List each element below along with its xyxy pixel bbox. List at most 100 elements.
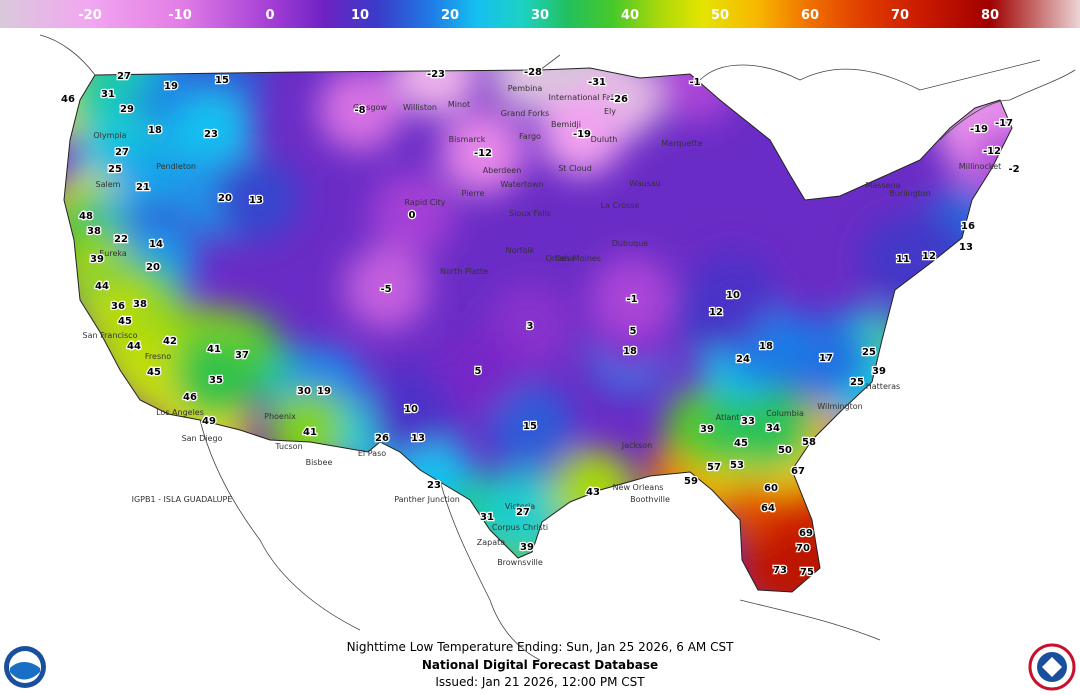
temp-label: 37 [235, 350, 249, 361]
temp-label: 18 [759, 341, 773, 352]
temp-label: -19 [573, 129, 591, 140]
temp-label: 50 [778, 445, 792, 456]
temp-label: 5 [475, 366, 482, 377]
city-label: Bismarck [449, 135, 486, 144]
temp-label: 39 [700, 424, 714, 435]
temp-label: 29 [120, 104, 134, 115]
city-label: Phoenix [264, 412, 296, 421]
temp-label: 27 [117, 71, 131, 82]
temp-label: 39 [872, 366, 886, 377]
city-label: Salem [96, 180, 121, 189]
temp-label: 42 [163, 336, 177, 347]
temp-label: 53 [730, 460, 744, 471]
temp-label: -2 [1008, 164, 1019, 175]
city-label: Wausau [629, 179, 661, 188]
city-label: Minot [448, 100, 470, 109]
temp-label: 5 [630, 326, 637, 337]
colorbar [0, 0, 1080, 28]
temp-label: -1 [689, 77, 700, 88]
city-label: Corpus Christi [492, 523, 548, 532]
temp-label: 13 [249, 195, 263, 206]
city-label: Rapid City [405, 198, 446, 207]
temp-label: 12 [709, 307, 723, 318]
city-label: Eureka [99, 249, 127, 258]
temp-label: 67 [791, 466, 805, 477]
temp-label: 38 [133, 299, 147, 310]
temp-label: 20 [218, 193, 232, 204]
temp-label: 27 [115, 147, 129, 158]
city-label: Panther Junction [394, 495, 460, 504]
temp-label: 59 [684, 476, 698, 487]
temp-label: 17 [819, 353, 833, 364]
temp-label: 58 [802, 437, 816, 448]
temp-blob [369, 366, 453, 450]
city-label: Glasgow [353, 103, 387, 112]
temp-blob [370, 172, 454, 256]
temp-label: 14 [149, 239, 163, 250]
temp-label: 44 [95, 281, 109, 292]
noaa-logo [4, 646, 46, 688]
city-label: Des Moines [555, 254, 601, 263]
city-label: Brownsville [497, 558, 543, 567]
temp-label: -19 [970, 124, 988, 135]
temp-label: 10 [404, 404, 418, 415]
city-label: La Crosse [601, 201, 640, 210]
temp-blob [344, 246, 428, 330]
temp-blob [540, 91, 624, 175]
colorbar-tick-label: 10 [351, 8, 369, 23]
temp-label: 16 [961, 221, 975, 232]
city-label: New Orleans [613, 483, 664, 492]
colorbar-tick-label: 80 [981, 8, 999, 23]
temp-label: 19 [317, 386, 331, 397]
temp-label: 41 [207, 344, 221, 355]
temp-label: 27 [516, 507, 530, 518]
temp-label: -5 [380, 284, 391, 295]
temp-label: 31 [480, 512, 494, 523]
temp-label: 35 [209, 375, 223, 386]
colorbar-tick-label: -20 [78, 8, 102, 23]
temp-label: 60 [764, 483, 778, 494]
city-label: Aberdeen [483, 166, 522, 175]
nws-logo [1028, 643, 1076, 691]
product-title: Nighttime Low Temperature Ending: Sun, J… [347, 640, 735, 654]
temp-blob [214, 157, 298, 241]
temp-label: 38 [87, 226, 101, 237]
temp-blob [169, 91, 253, 175]
colorbar-tick-label: 60 [801, 8, 819, 23]
temp-label: 23 [204, 129, 218, 140]
city-label: Zapata [477, 538, 506, 547]
city-label: Millinocket [959, 162, 1002, 171]
temp-label: 43 [586, 487, 600, 498]
temp-label: 69 [799, 528, 813, 539]
city-label: Dubuque [612, 239, 649, 248]
city-label: Tucson [274, 442, 302, 451]
temp-label: -12 [474, 148, 492, 159]
temp-label: 36 [111, 301, 125, 312]
city-label: St Cloud [558, 164, 592, 173]
temp-label: 57 [707, 462, 721, 473]
temp-blob [731, 385, 815, 469]
temp-label: 33 [741, 416, 755, 427]
temp-blob [394, 68, 478, 115]
city-label: Los Angeles [156, 408, 204, 417]
temp-label: 45 [118, 316, 132, 327]
temp-label: 13 [959, 242, 973, 253]
city-label: Victoria [505, 502, 535, 511]
temp-label: 15 [215, 75, 229, 86]
temp-label: -17 [995, 118, 1013, 129]
source: National Digital Forecast Database [422, 658, 658, 672]
temp-blob [590, 256, 674, 340]
city-label: Wilmington [817, 402, 862, 411]
temp-label: 41 [303, 427, 317, 438]
temp-label: 39 [520, 542, 534, 553]
temp-label: 70 [796, 543, 810, 554]
city-label: Pendleton [156, 162, 196, 171]
temp-blob [441, 110, 525, 194]
temp-blob [436, 328, 520, 412]
city-label: North Platte [440, 267, 488, 276]
colorbar-tick-label: 70 [891, 8, 909, 23]
city-label: Ely [604, 107, 616, 116]
us-outline [63, 67, 1013, 593]
city-label: Marquette [661, 139, 702, 148]
temp-label: 46 [183, 392, 197, 403]
